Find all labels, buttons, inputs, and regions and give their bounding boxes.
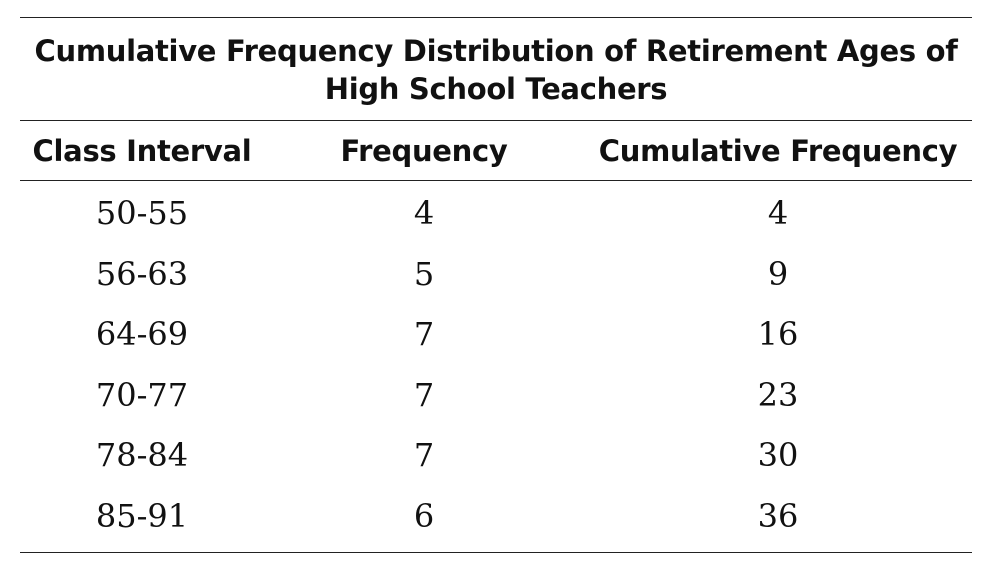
cell-frequency: 7 bbox=[413, 436, 435, 475]
frequency-table: Cumulative Frequency Distribution of Ret… bbox=[20, 17, 972, 553]
cell-frequency: 7 bbox=[413, 375, 435, 414]
header-cumulative-frequency: Cumulative Frequency bbox=[598, 133, 958, 168]
cell-class-interval: 85-91 bbox=[95, 496, 189, 535]
header-rule bbox=[20, 180, 972, 181]
cell-class-interval: 70-77 bbox=[95, 375, 189, 414]
table-row: 50-55 4 4 bbox=[20, 183, 972, 244]
header-row: Class Interval Frequency Cumulative Freq… bbox=[20, 121, 972, 180]
title-rule bbox=[20, 120, 972, 121]
cell-cumulative-frequency: 23 bbox=[757, 375, 799, 414]
cell-frequency: 4 bbox=[413, 194, 435, 233]
table-row: 85-91 6 36 bbox=[20, 486, 972, 547]
cell-cumulative-frequency: 36 bbox=[757, 496, 799, 535]
header-class-interval: Class Interval bbox=[32, 133, 252, 168]
cell-cumulative-frequency: 9 bbox=[767, 254, 789, 293]
cell-cumulative-frequency: 4 bbox=[767, 194, 789, 233]
top-rule bbox=[20, 17, 972, 18]
cell-class-interval: 56-63 bbox=[95, 254, 189, 293]
cell-class-interval: 50-55 bbox=[95, 194, 189, 233]
cell-cumulative-frequency: 16 bbox=[757, 315, 799, 354]
table-title: Cumulative Frequency Distribution of Ret… bbox=[34, 34, 958, 106]
table-row: 64-69 7 16 bbox=[20, 304, 972, 365]
table-row: 56-63 5 9 bbox=[20, 244, 972, 305]
table-row: 70-77 7 23 bbox=[20, 365, 972, 426]
table-body: 50-55 4 4 56-63 5 9 64-69 7 16 70-77 7 2… bbox=[20, 181, 972, 552]
cell-frequency: 5 bbox=[413, 254, 435, 293]
bottom-rule bbox=[20, 552, 972, 553]
cell-frequency: 6 bbox=[413, 496, 435, 535]
cell-class-interval: 64-69 bbox=[95, 315, 189, 354]
cell-class-interval: 78-84 bbox=[95, 436, 189, 475]
header-frequency: Frequency bbox=[340, 133, 508, 168]
cell-cumulative-frequency: 30 bbox=[757, 436, 799, 475]
cell-frequency: 7 bbox=[413, 315, 435, 354]
table-row: 78-84 7 30 bbox=[20, 425, 972, 486]
